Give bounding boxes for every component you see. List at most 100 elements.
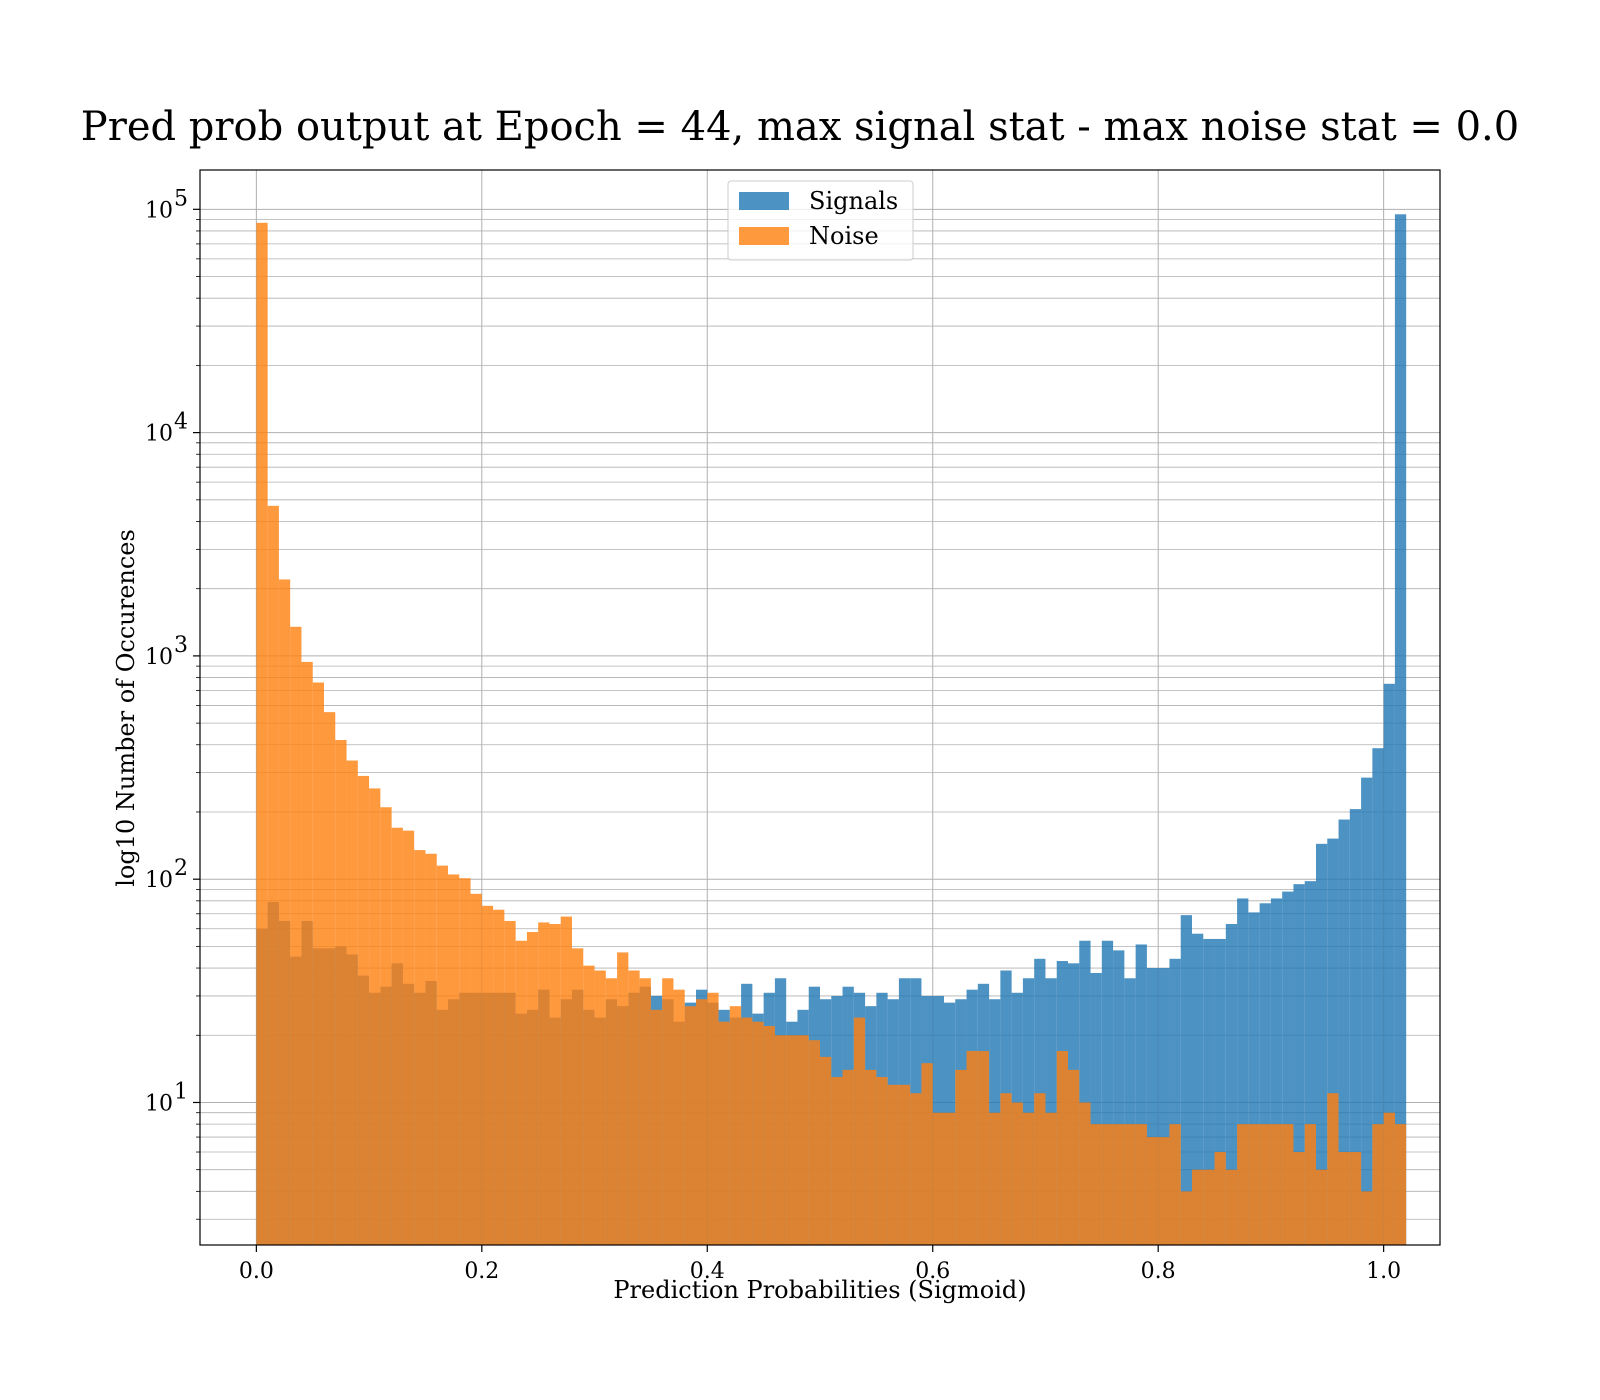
bar-noise-8	[346, 760, 358, 1245]
bar-signals-80	[1158, 968, 1170, 1245]
bar-signals-70	[1045, 978, 1057, 1245]
bar-noise-99	[1372, 1124, 1384, 1245]
bar-noise-57	[898, 1084, 911, 1245]
bar-noise-87	[1237, 1124, 1249, 1245]
bar-noise-83	[1192, 1169, 1204, 1245]
bar-noise-13	[402, 830, 415, 1245]
bar-signals-79	[1146, 968, 1159, 1245]
bar-noise-60	[932, 1112, 944, 1245]
bar-noise-91	[1282, 1124, 1294, 1245]
bar-noise-42	[729, 1006, 742, 1245]
bar-signals-73	[1079, 940, 1091, 1245]
bar-noise-50	[820, 1056, 832, 1245]
bar-noise-9	[357, 775, 370, 1245]
bar-noise-85	[1214, 1152, 1226, 1245]
bar-signals-91	[1282, 891, 1294, 1245]
bar-noise-72	[1068, 1069, 1080, 1245]
bar-signals-98	[1361, 777, 1373, 1245]
bar-noise-28	[572, 948, 584, 1245]
bar-noise-73	[1079, 1102, 1091, 1245]
bar-noise-95	[1327, 1093, 1339, 1245]
x-axis-ticks: 0.0 0.2 0.4 0.6 0.8 1.0	[239, 1245, 1401, 1284]
bar-signals-88	[1248, 912, 1260, 1245]
y-tick-label-0: 10	[145, 1091, 173, 1116]
bar-noise-19	[470, 893, 482, 1245]
bar-noise-90	[1270, 1124, 1283, 1245]
bar-noise-26	[549, 923, 561, 1245]
y-axis-label: log10 Number of Occurences	[112, 529, 140, 887]
legend-swatch-signals	[739, 192, 789, 210]
bar-noise-43	[741, 1017, 753, 1245]
bar-noise-76	[1113, 1124, 1125, 1245]
bar-signals-93	[1304, 881, 1316, 1245]
bar-noise-63	[966, 1051, 978, 1245]
legend-swatch-noise	[739, 227, 789, 245]
bar-noise-11	[380, 807, 392, 1245]
bar-signals-87	[1237, 898, 1249, 1245]
bar-noise-92	[1293, 1152, 1305, 1245]
bar-noise-70	[1045, 1112, 1057, 1245]
bar-noise-82	[1180, 1191, 1192, 1245]
bar-noise-52	[842, 1069, 854, 1245]
bar-noise-20	[481, 905, 494, 1245]
bar-noise-51	[831, 1077, 843, 1245]
bar-signals-86	[1225, 923, 1238, 1245]
bar-signals-96	[1338, 819, 1350, 1245]
y-tick-exponent-3: 4	[174, 410, 188, 435]
bar-noise-48	[797, 1035, 809, 1245]
bar-noise-37	[673, 989, 685, 1245]
bar-noise-74	[1090, 1124, 1102, 1245]
legend-label-signals: Signals	[809, 187, 898, 215]
bar-signals-101	[1394, 214, 1407, 1245]
bar-noise-66	[1000, 1093, 1012, 1245]
bar-signals-78	[1135, 944, 1147, 1245]
bar-noise-21	[493, 909, 505, 1245]
bar-signals-100	[1383, 683, 1395, 1245]
bar-noise-12	[391, 827, 403, 1245]
bar-noise-5	[312, 682, 324, 1245]
bar-noise-30	[594, 970, 606, 1245]
bar-noise-100	[1383, 1112, 1395, 1245]
y-tick-label-3: 10	[145, 422, 173, 447]
bar-noise-71	[1056, 1051, 1068, 1245]
y-tick-exponent-0: 1	[174, 1079, 188, 1104]
bar-signals-99	[1372, 748, 1384, 1245]
bar-noise-98	[1361, 1191, 1373, 1245]
bar-noise-59	[921, 1063, 933, 1245]
bars-layer	[256, 214, 1407, 1246]
x-tick-label-4: 0.8	[1141, 1259, 1176, 1284]
bar-noise-36	[662, 978, 674, 1245]
bar-noise-47	[786, 1035, 798, 1245]
bar-signals-97	[1349, 809, 1362, 1245]
bar-signals-81	[1169, 958, 1181, 1245]
bar-noise-58	[910, 1093, 922, 1245]
bar-noise-62	[955, 1069, 967, 1245]
bar-noise-69	[1034, 1093, 1046, 1245]
bar-noise-31	[605, 978, 618, 1245]
bar-noise-44	[752, 1021, 764, 1245]
y-tick-label-4: 10	[145, 198, 173, 223]
chart-title: Pred prob output at Epoch = 44, max sign…	[81, 104, 1519, 150]
y-tick-label-1: 10	[145, 868, 173, 893]
bar-signals-92	[1293, 884, 1305, 1245]
bar-noise-80	[1158, 1137, 1170, 1245]
bar-noise-24	[526, 932, 539, 1245]
bar-noise-25	[538, 922, 550, 1245]
bar-noise-35	[650, 1009, 663, 1245]
bar-noise-68	[1022, 1112, 1035, 1245]
bar-noise-96	[1338, 1152, 1350, 1245]
bar-noise-101	[1394, 1124, 1407, 1245]
bar-noise-10	[369, 788, 381, 1245]
bar-noise-79	[1146, 1137, 1159, 1245]
bar-noise-67	[1011, 1102, 1023, 1245]
y-tick-label-2: 10	[145, 645, 173, 670]
bar-noise-17	[448, 874, 460, 1245]
legend-label-noise: Noise	[809, 222, 879, 250]
bar-noise-6	[324, 712, 336, 1245]
bar-noise-53	[853, 1017, 866, 1245]
y-tick-exponent-4: 5	[174, 186, 188, 211]
bar-noise-23	[515, 940, 527, 1245]
bar-noise-93	[1304, 1124, 1316, 1245]
